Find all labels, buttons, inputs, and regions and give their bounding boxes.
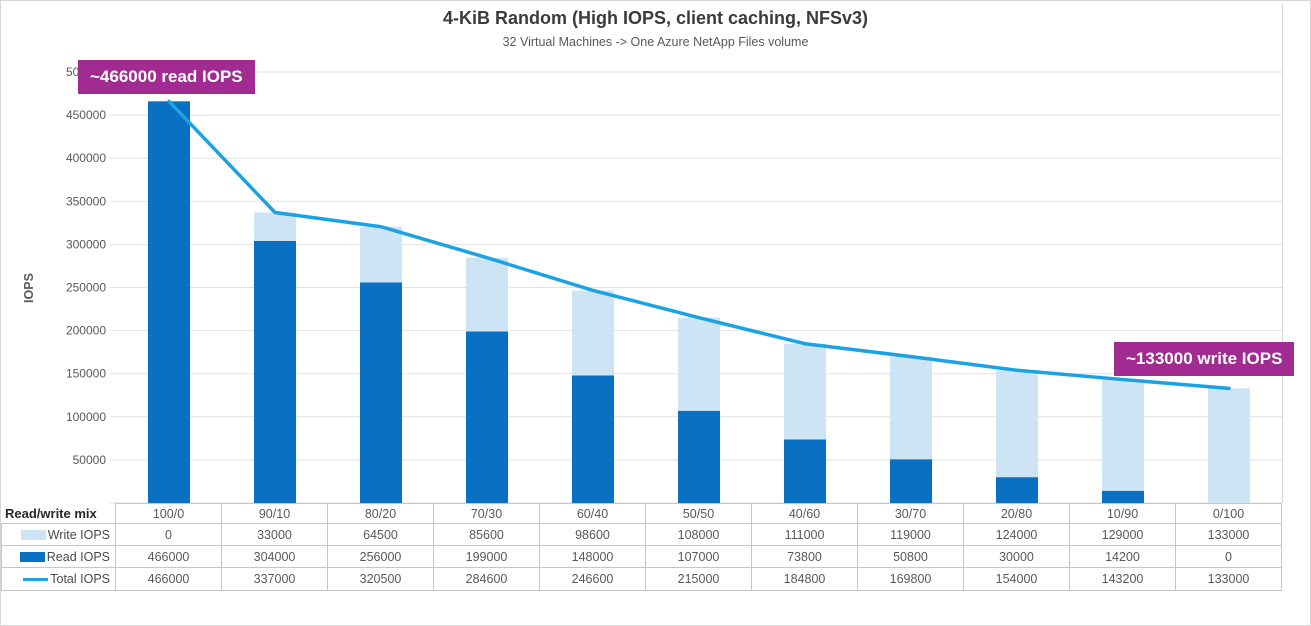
category-cell: 90/10	[222, 503, 328, 524]
read-iops-bar	[996, 477, 1038, 503]
category-cell: 70/30	[434, 503, 540, 524]
value-cell: 466000	[116, 546, 222, 568]
legend-swatch-read-iops-icon	[19, 551, 45, 562]
value-cell: 64500	[328, 524, 434, 546]
read-iops-bar	[572, 375, 614, 503]
data-table: Read/write mix 100/0 90/10 80/20 70/30 60/40 5…	[1, 503, 1282, 591]
series-name-label: Read IOPS	[46, 549, 110, 564]
value-cell: 73800	[752, 546, 858, 568]
write-iops-bar	[996, 370, 1038, 478]
row-header-cell: Read/write mix	[1, 503, 116, 524]
y-tick-label: 100000	[66, 410, 106, 424]
read-iops-bar	[360, 282, 402, 503]
value-cell: 0	[116, 524, 222, 546]
value-cell: 246600	[540, 568, 646, 591]
category-cell: 60/40	[540, 503, 646, 524]
value-cell: 143200	[1070, 568, 1176, 591]
legend-swatch-write-iops-icon	[20, 529, 46, 540]
y-tick-label: 50000	[73, 453, 107, 467]
write-iops-bar	[1208, 388, 1250, 503]
read-iops-bar	[784, 439, 826, 503]
value-cell: 124000	[964, 524, 1070, 546]
value-cell: 111000	[752, 524, 858, 546]
chart-title: 4-KiB Random (High IOPS, client caching,…	[442, 8, 869, 28]
category-cell: 40/60	[752, 503, 858, 524]
y-tick-label: 300000	[66, 237, 106, 251]
value-cell: 154000	[964, 568, 1070, 591]
read-iops-bar	[148, 101, 190, 504]
write-iops-bar	[466, 257, 508, 332]
value-cell: 304000	[222, 546, 328, 568]
read-iops-bar	[1102, 490, 1144, 503]
value-cell: 184800	[752, 568, 858, 591]
value-cell: 215000	[646, 568, 752, 591]
value-cell: 337000	[222, 568, 328, 591]
value-cell: 30000	[964, 546, 1070, 568]
value-cell: 466000	[116, 568, 222, 591]
value-cell: 199000	[434, 546, 540, 568]
read-iops-bar	[254, 240, 296, 503]
read-iops-bar	[466, 331, 508, 503]
value-cell: 284600	[434, 568, 540, 591]
series-label-cell: Write IOPS	[1, 524, 116, 546]
value-cell: 108000	[646, 524, 752, 546]
y-axis-title: IOPS	[22, 273, 36, 303]
y-tick-label: 450000	[66, 108, 106, 122]
category-cell: 100/0	[116, 503, 222, 524]
legend-swatch-total-iops-icon	[23, 577, 49, 581]
write-iops-annotation: ~133000 write IOPS	[1114, 342, 1295, 376]
y-tick-label: 250000	[66, 281, 106, 295]
value-cell: 50800	[858, 546, 964, 568]
value-cell: 320500	[328, 568, 434, 591]
value-cell: 133000	[1176, 524, 1282, 546]
write-iops-bar	[1102, 379, 1144, 491]
category-cell: 0/100	[1176, 503, 1282, 524]
value-cell: 119000	[858, 524, 964, 546]
category-cell: 20/80	[964, 503, 1070, 524]
value-cell: 169800	[858, 568, 964, 591]
series-label-cell: Read IOPS	[1, 546, 116, 568]
y-tick-label: 200000	[66, 324, 106, 338]
value-cell: 85600	[434, 524, 540, 546]
category-cell: 10/90	[1070, 503, 1176, 524]
total-iops-line	[167, 99, 1231, 391]
series-label-cell: Total IOPS	[1, 568, 116, 591]
write-iops-bar	[254, 212, 296, 241]
read-iops-annotation: ~466000 read IOPS	[78, 60, 255, 94]
y-tick-label: 400000	[66, 151, 106, 165]
value-cell: 133000	[1176, 568, 1282, 591]
chart-subtitle: 32 Virtual Machines -> One Azure NetApp …	[502, 35, 809, 49]
y-tick-label: 150000	[66, 367, 106, 381]
value-cell: 33000	[222, 524, 328, 546]
read-iops-bar	[678, 410, 720, 503]
value-cell: 256000	[328, 546, 434, 568]
category-cell: 30/70	[858, 503, 964, 524]
value-cell: 14200	[1070, 546, 1176, 568]
write-iops-bar	[890, 356, 932, 460]
write-iops-bar	[572, 290, 614, 376]
value-cell: 148000	[540, 546, 646, 568]
series-name-label: Write IOPS	[47, 527, 110, 542]
write-iops-bar	[678, 317, 720, 411]
value-cell: 129000	[1070, 524, 1176, 546]
category-cell: 50/50	[646, 503, 752, 524]
write-iops-bar	[360, 226, 402, 283]
value-cell: 98600	[540, 524, 646, 546]
read-iops-bar	[890, 459, 932, 503]
value-cell: 0	[1176, 546, 1282, 568]
series-name-label: Total IOPS	[50, 572, 110, 586]
category-cell: 80/20	[328, 503, 434, 524]
value-cell: 107000	[646, 546, 752, 568]
y-tick-label: 350000	[66, 194, 106, 208]
write-iops-bar	[784, 343, 826, 440]
